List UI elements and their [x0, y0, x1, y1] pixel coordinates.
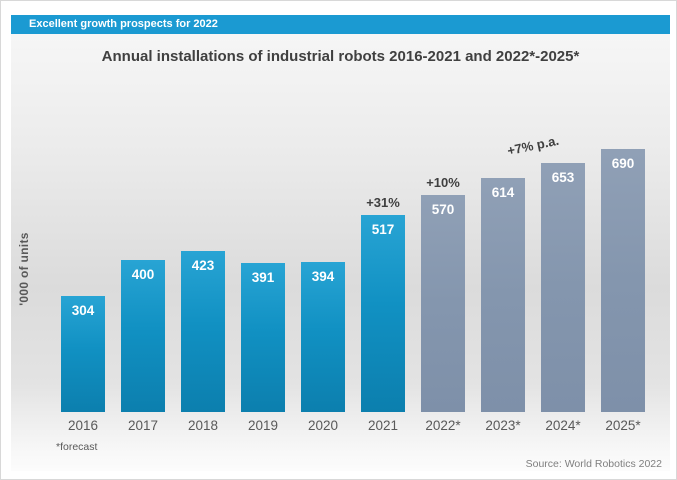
bar-2020: 394 [301, 262, 345, 412]
bar-value-label: 653 [551, 170, 575, 185]
bar-2018: 423 [181, 251, 225, 412]
x-tick-2023: 2023* [485, 418, 521, 433]
x-tick-2020: 2020 [307, 418, 339, 433]
growth-annotation-2024: +7% p.a. [505, 132, 561, 159]
bar-value-label: 394 [311, 269, 335, 284]
growth-annotation-2021: +31% [366, 195, 400, 210]
x-tick-2019: 2019 [247, 418, 279, 433]
headline-text: Excellent growth prospects for 2022 [29, 18, 218, 30]
chart-panel: Annual installations of industrial robot… [11, 34, 670, 471]
bar-2025: 690 [601, 149, 645, 412]
bar-2017: 400 [121, 260, 165, 412]
bar-value-label: 570 [431, 202, 455, 217]
bar-value-label: 304 [71, 303, 95, 318]
bar-2022: 570 [421, 195, 465, 412]
forecast-footnote: *forecast [56, 441, 98, 453]
chart-title: Annual installations of industrial robot… [101, 48, 580, 65]
headline-banner: Excellent growth prospects for 2022 [11, 15, 670, 34]
x-tick-2017: 2017 [127, 418, 159, 433]
x-tick-2016: 2016 [67, 418, 99, 433]
bar-2021: 517 [361, 215, 405, 412]
bar-value-label: 517 [371, 222, 395, 237]
bar-2019: 391 [241, 263, 285, 412]
bar-value-label: 391 [251, 270, 275, 285]
bar-value-label: 690 [611, 156, 635, 171]
bar-2024: 653 [541, 163, 585, 412]
x-tick-2025: 2025* [605, 418, 641, 433]
y-axis-label: '000 of units [17, 232, 31, 306]
x-tick-2024: 2024* [545, 418, 581, 433]
bar-value-label: 423 [191, 258, 215, 273]
x-tick-2021: 2021 [367, 418, 399, 433]
bar-2023: 614 [481, 178, 525, 412]
x-tick-2022: 2022* [425, 418, 461, 433]
plot-area: 304 400 423 391 394 517 570 614 653 690 +31% +10% +7… [53, 102, 653, 412]
x-tick-2018: 2018 [187, 418, 219, 433]
bar-value-label: 400 [131, 267, 155, 282]
source-note: Source: World Robotics 2022 [525, 458, 662, 470]
growth-annotation-2022: +10% [426, 175, 460, 190]
bar-2016: 304 [61, 296, 105, 412]
bar-value-label: 614 [491, 185, 515, 200]
x-axis: 2016 2017 2018 2019 2020 2021 2022* 2023* 2024* 2… [53, 418, 653, 436]
